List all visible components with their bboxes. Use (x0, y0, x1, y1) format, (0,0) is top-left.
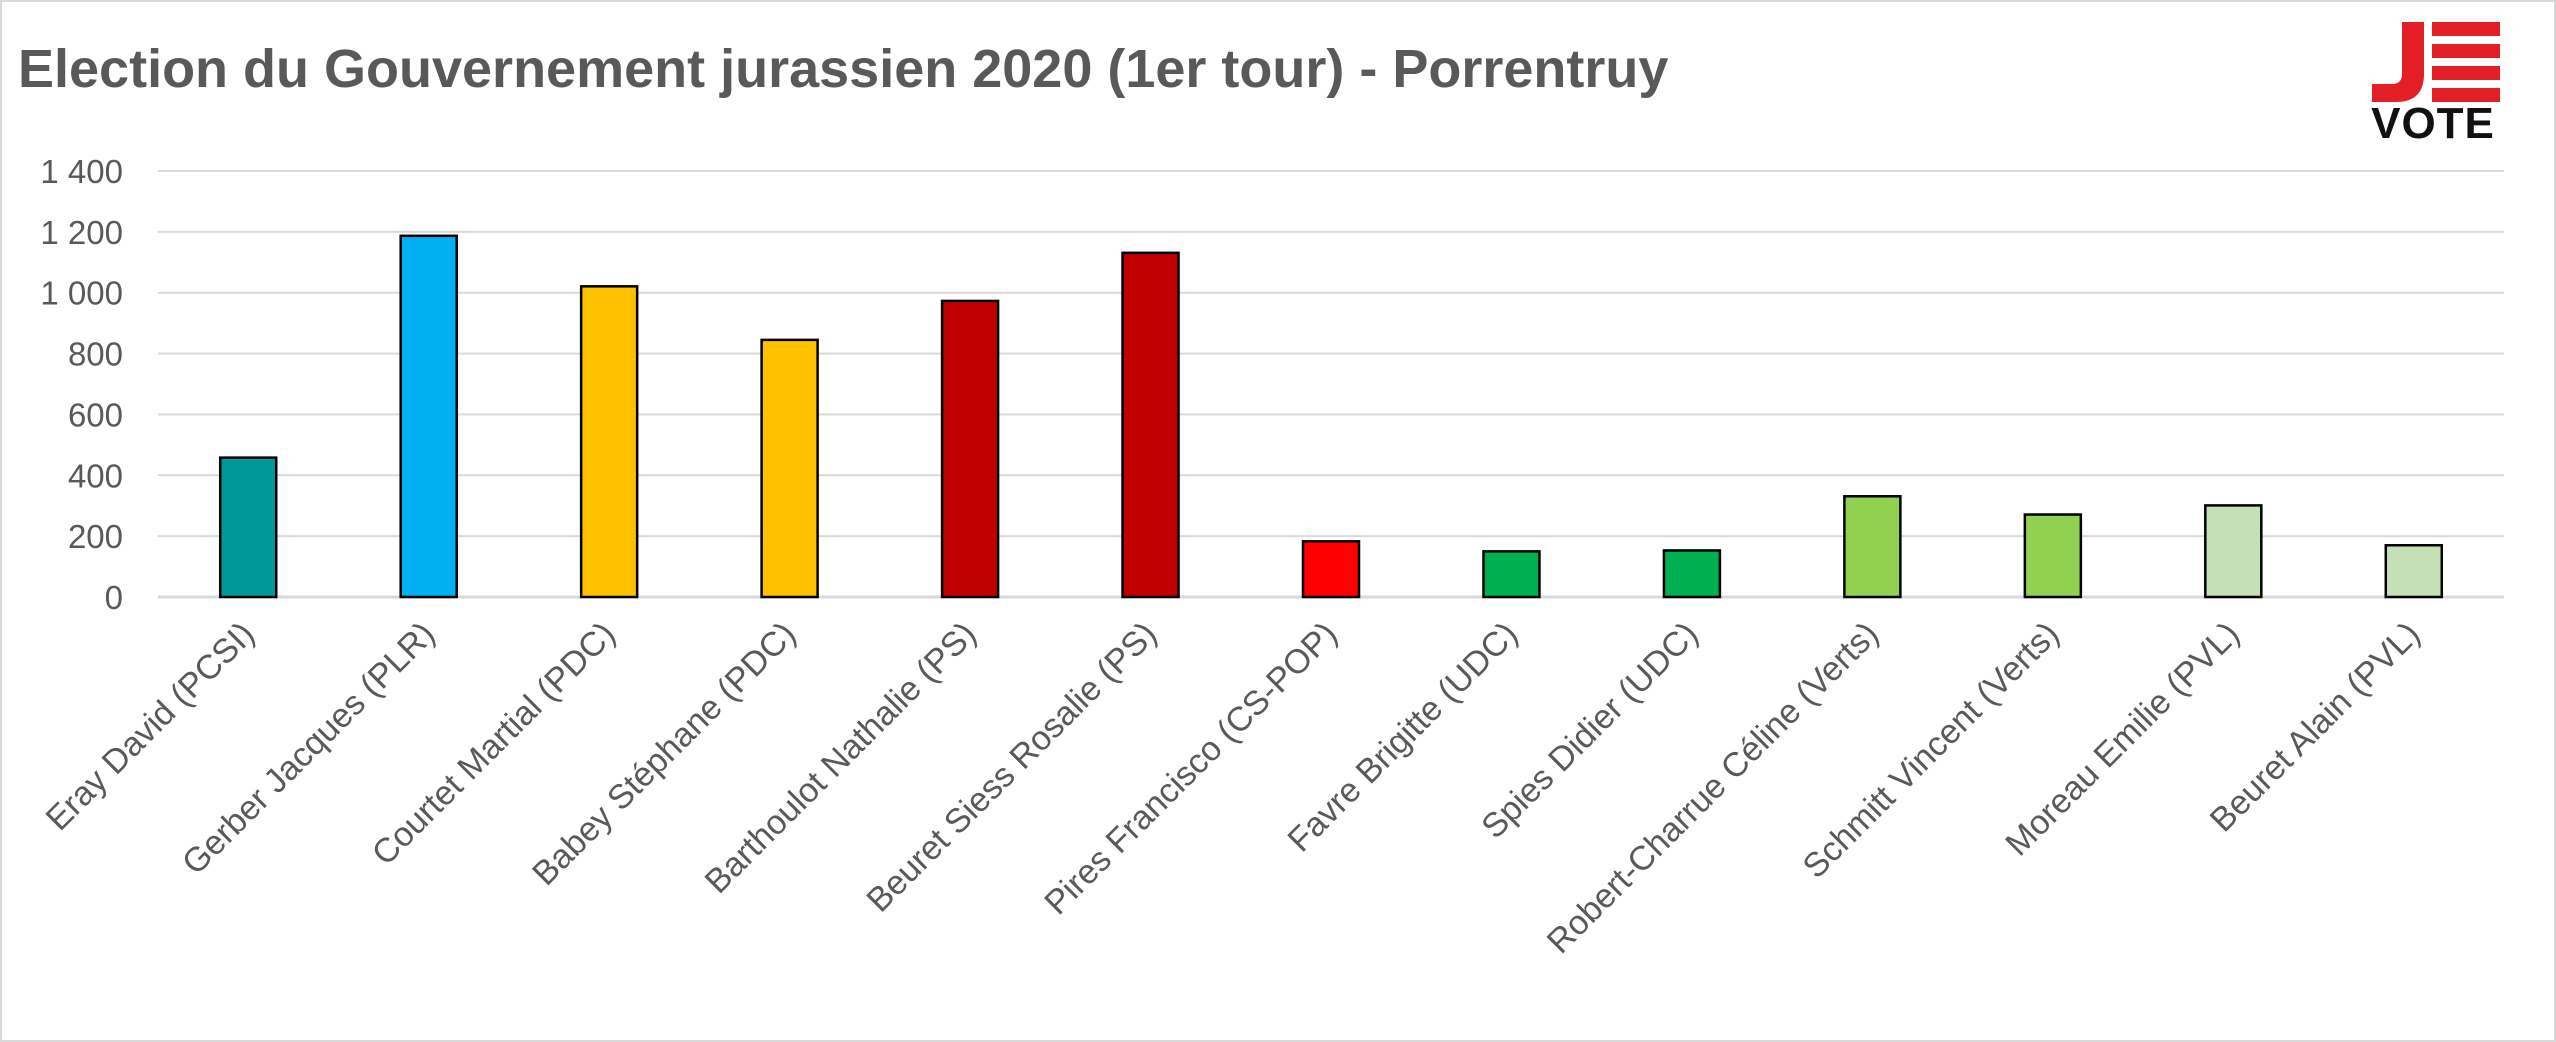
gridlines (158, 170, 2504, 599)
bar (579, 285, 639, 599)
bar (2384, 544, 2444, 599)
bar (399, 234, 458, 599)
bar (1301, 540, 1361, 599)
y-tick-label: 600 (68, 396, 123, 433)
logo-vote-text: VOTE (2371, 99, 2495, 148)
je-logo-mark-icon (2372, 22, 2500, 102)
y-tick-label: 1 400 (40, 153, 123, 190)
y-axis-ticks: 0 200 400 600 800 1 000 1 200 1 400 (40, 153, 123, 616)
bar (1121, 251, 1180, 599)
bar (940, 299, 1000, 599)
y-tick-label: 1 000 (40, 275, 123, 312)
x-category-label: Robert-Charrue Céline (Verts) (1540, 615, 1886, 961)
y-tick-label: 800 (68, 336, 123, 373)
bar (2204, 504, 2263, 599)
bar (2023, 513, 2083, 599)
chart-title: Election du Gouvernement jurassien 2020 … (18, 39, 1669, 99)
bar (218, 456, 278, 599)
bar (760, 338, 819, 599)
x-category-label: Beuret Siess Rosalie (PS) (859, 615, 1164, 920)
bars (218, 234, 2444, 599)
bar (1843, 495, 1902, 599)
bar (1482, 550, 1541, 599)
y-tick-label: 200 (68, 518, 123, 555)
bar (1662, 549, 1722, 599)
x-axis-labels: Eray David (PCSI)Gerber Jacques (PLR)Cou… (39, 615, 2428, 961)
x-category-label: Pires Francisco (CS-POP) (1037, 615, 1344, 922)
y-tick-label: 0 (105, 579, 123, 616)
y-tick-label: 400 (68, 457, 123, 494)
y-tick-label: 1 200 (40, 214, 123, 251)
jevote-logo: VOTE (2366, 22, 2500, 148)
